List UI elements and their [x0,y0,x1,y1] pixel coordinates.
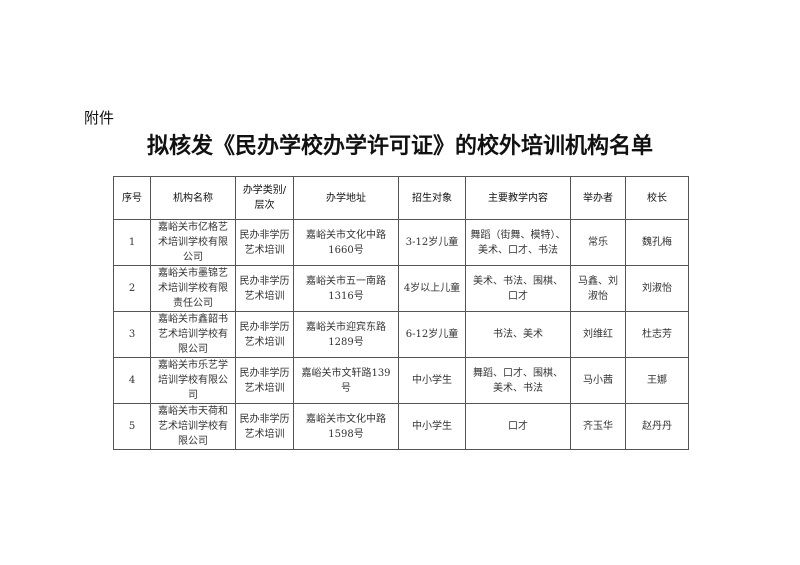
cell-address: 嘉峪关市五一南路1316号 [293,265,399,312]
cell-index: 2 [113,265,151,312]
cell-category: 民办非学历艺术培训 [235,265,294,312]
document-title: 拟核发《民办学校办学许可证》的校外培训机构名单 [146,133,653,159]
cell-content: 舞蹈（街舞、模特）、美术、口才、书法 [465,219,571,266]
cell-category: 民办非学历艺术培训 [235,403,294,450]
header-sponsor: 举办者 [570,176,626,220]
table-row: 4 嘉峪关市乐艺学培训学校有限公司 民办非学历艺术培训 嘉峪关市文轩路139号 中小学生… [113,357,689,404]
table-row: 1 嘉峪关市亿格艺术培训学校有限公司 民办非学历艺术培训 嘉峪关市文化中路1660号 3… [113,219,689,266]
cell-address: 嘉峪关市文化中路1660号 [293,219,399,266]
header-index: 序号 [113,176,151,220]
cell-sponsor: 刘维红 [570,311,626,358]
cell-index: 3 [113,311,151,358]
cell-name: 嘉峪关市鑫韶书艺术培训学校有限公司 [150,311,236,358]
cell-address: 嘉峪关市文化中路1598号 [293,403,399,450]
cell-enrollment: 中小学生 [398,357,466,404]
cell-sponsor: 齐玉华 [570,403,626,450]
cell-address: 嘉峪关市文轩路139号 [293,357,399,404]
cell-enrollment: 中小学生 [398,403,466,450]
table-header-row: 序号 机构名称 办学类别/层次 办学地址 招生对象 主要教学内容 举办者 校长 [113,176,689,220]
cell-content: 书法、美术 [465,311,571,358]
cell-enrollment: 4岁以上儿童 [398,265,466,312]
cell-category: 民办非学历艺术培训 [235,219,294,266]
cell-content: 舞蹈、口才、围棋、美术、书法 [465,357,571,404]
cell-content: 口才 [465,403,571,450]
attachment-label: 附件 [84,109,115,127]
cell-name: 嘉峪关市天荷和艺术培训学校有限公司 [150,403,236,450]
header-category: 办学类别/层次 [235,176,294,220]
header-name: 机构名称 [150,176,236,220]
header-principal: 校长 [625,176,689,220]
header-content: 主要教学内容 [465,176,571,220]
cell-sponsor: 马鑫、刘淑怡 [570,265,626,312]
cell-principal: 杜志芳 [625,311,689,358]
cell-sponsor: 马小茜 [570,357,626,404]
cell-name: 嘉峪关市墨锦艺术培训学校有限责任公司 [150,265,236,312]
header-enrollment: 招生对象 [398,176,466,220]
cell-address: 嘉峪关市迎宾东路1289号 [293,311,399,358]
table-row: 3 嘉峪关市鑫韶书艺术培训学校有限公司 民办非学历艺术培训 嘉峪关市迎宾东路1289号… [113,311,689,358]
cell-principal: 王娜 [625,357,689,404]
cell-principal: 刘淑怡 [625,265,689,312]
header-address: 办学地址 [293,176,399,220]
cell-principal: 赵丹丹 [625,403,689,450]
institution-table: 序号 机构名称 办学类别/层次 办学地址 招生对象 主要教学内容 举办者 校长 … [113,176,689,450]
cell-sponsor: 常乐 [570,219,626,266]
cell-name: 嘉峪关市亿格艺术培训学校有限公司 [150,219,236,266]
cell-index: 1 [113,219,151,266]
cell-category: 民办非学历艺术培训 [235,311,294,358]
cell-enrollment: 3-12岁儿童 [398,219,466,266]
cell-content: 美术、书法、围棋、口才 [465,265,571,312]
cell-category: 民办非学历艺术培训 [235,357,294,404]
cell-name: 嘉峪关市乐艺学培训学校有限公司 [150,357,236,404]
table-row: 5 嘉峪关市天荷和艺术培训学校有限公司 民办非学历艺术培训 嘉峪关市文化中路1598号… [113,403,689,450]
table-row: 2 嘉峪关市墨锦艺术培训学校有限责任公司 民办非学历艺术培训 嘉峪关市五一南路1316… [113,265,689,312]
cell-enrollment: 6-12岁儿童 [398,311,466,358]
cell-principal: 魏孔梅 [625,219,689,266]
cell-index: 5 [113,403,151,450]
cell-index: 4 [113,357,151,404]
